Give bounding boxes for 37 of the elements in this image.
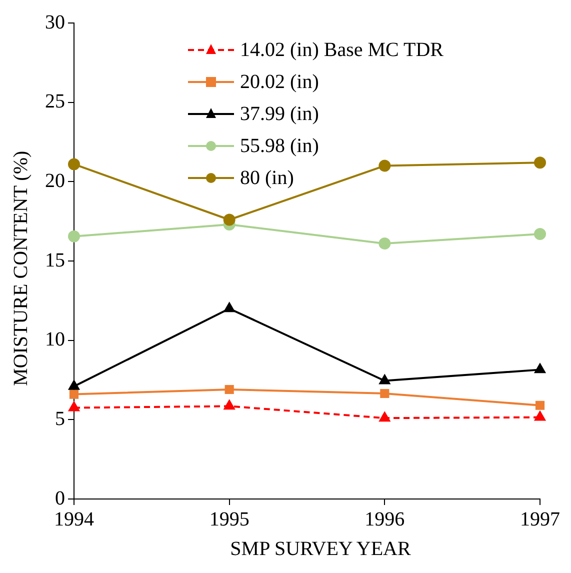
y-tick-label: 10: [45, 328, 65, 351]
x-tick-label: 1997: [520, 508, 560, 530]
point: [68, 158, 80, 170]
point: [68, 402, 80, 412]
y-tick-label: 25: [45, 90, 65, 113]
point: [534, 156, 546, 169]
x-tick-label: 1996: [364, 508, 405, 530]
y-tick-label: 0: [55, 487, 65, 510]
point: [68, 230, 80, 242]
point: [380, 388, 390, 398]
point: [378, 238, 391, 250]
y-tick-label: 30: [45, 11, 65, 34]
point: [378, 160, 391, 172]
y-tick-label: 5: [55, 408, 65, 430]
legend-label: 37.99 (in): [240, 102, 319, 126]
point: [379, 412, 390, 422]
x-axis-title: SMP SURVEY YEAR: [229, 538, 412, 561]
point: [224, 302, 235, 312]
legend-label: 80 (in): [240, 166, 294, 190]
legend-label: 20.02 (in): [240, 70, 319, 94]
y-tick-label: 15: [45, 249, 65, 272]
point: [534, 364, 546, 374]
point: [534, 228, 546, 240]
point: [224, 384, 234, 394]
y-axis-title: MOISTURE CONTENT (%): [10, 149, 33, 388]
point: [535, 400, 545, 410]
point: [534, 411, 546, 421]
x-tick-label: 1994: [54, 508, 94, 530]
point: [379, 374, 390, 384]
legend-label: 14.02 (in) Base MC TDR: [240, 38, 444, 62]
y-tick-label: 20: [45, 170, 65, 192]
legend-label: 55.98 (in): [240, 134, 319, 158]
point: [223, 214, 236, 226]
point: [224, 400, 235, 410]
point: [68, 380, 80, 390]
point: [69, 390, 79, 399]
x-tick-label: 1995: [209, 508, 250, 530]
